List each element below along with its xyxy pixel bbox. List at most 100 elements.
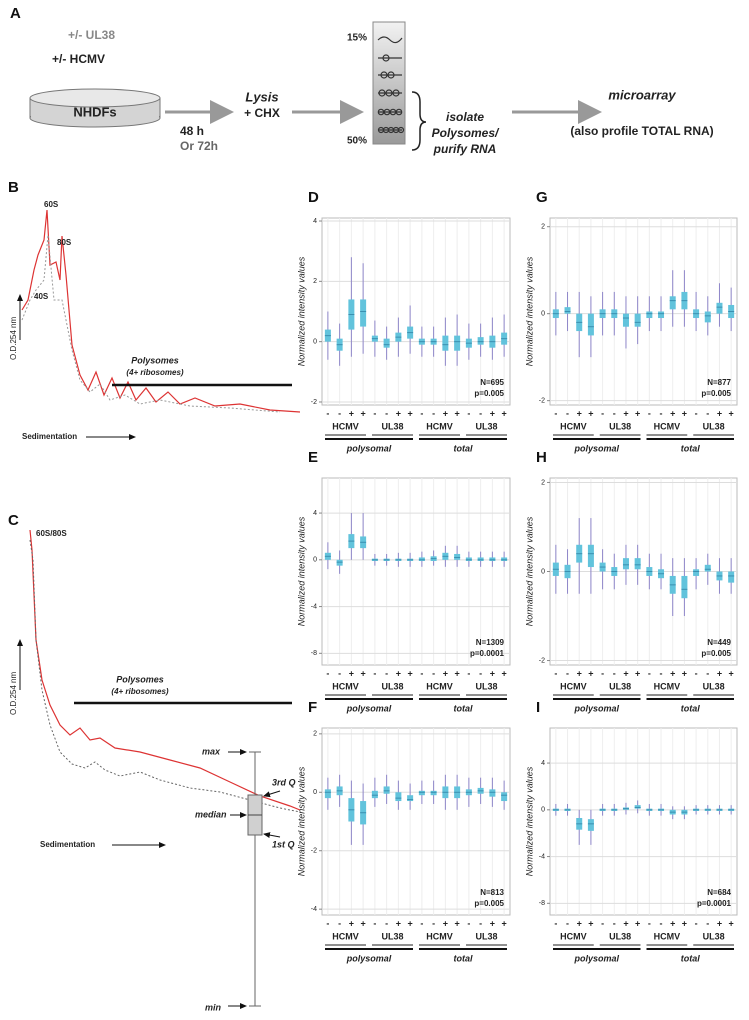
sample-sign: -: [432, 918, 435, 928]
sample-sign: +: [454, 668, 459, 678]
stat-annotation: N=877: [707, 378, 731, 387]
profile-curve: [29, 539, 301, 813]
section-label: total: [454, 703, 473, 713]
panel-label: D: [308, 189, 319, 206]
section-label: polysomal: [573, 443, 619, 453]
sample-sign: -: [706, 668, 709, 678]
y-tick-label: -2: [311, 399, 317, 406]
sample-sign: +: [729, 918, 734, 928]
box: [430, 790, 437, 796]
box: [587, 544, 594, 568]
sample-sign: -: [554, 408, 557, 418]
stat-annotation: N=684: [707, 888, 731, 897]
y-tick-label: -2: [539, 397, 545, 404]
sample-sign: -: [338, 668, 341, 678]
polysomes-label: (4+ ribosomes): [111, 687, 168, 696]
box: [454, 335, 461, 351]
y-tick-label: 4: [541, 760, 545, 767]
sample-sign: -: [554, 918, 557, 928]
stat-annotation: p=0.0001: [697, 899, 732, 908]
group-label: HCMV: [654, 681, 681, 691]
sample-sign: +: [682, 408, 687, 418]
total-label: (also profile TOTAL RNA): [570, 124, 713, 138]
sample-sign: -: [420, 408, 423, 418]
sample-sign: +: [577, 918, 582, 928]
sample-sign: +: [682, 668, 687, 678]
group-label: UL38: [381, 681, 403, 691]
box: [418, 557, 425, 561]
sample-sign: -: [467, 918, 470, 928]
y-tick-label: -4: [539, 853, 545, 860]
group-label: UL38: [381, 421, 403, 431]
y-axis-label: Normalized intensity values: [296, 516, 306, 626]
stat-annotation: N=1309: [476, 638, 505, 647]
polysomes-label: Polysomes: [116, 674, 164, 684]
sample-sign: +: [717, 408, 722, 418]
panel-label: G: [536, 189, 548, 206]
sample-sign: -: [385, 918, 388, 928]
box: [371, 790, 378, 799]
sample-sign: +: [635, 918, 640, 928]
sample-sign: +: [396, 668, 401, 678]
sample-sign: +: [717, 918, 722, 928]
profile-curve: [29, 529, 301, 811]
stat-annotation: p=0.005: [701, 649, 731, 658]
sample-sign: +: [623, 918, 628, 928]
section-label: polysomal: [573, 953, 619, 963]
y-axis-label: O.D.254 nm: [9, 672, 18, 715]
sample-sign: +: [407, 668, 412, 678]
sample-sign: -: [385, 668, 388, 678]
stat-annotation: p=0.005: [474, 899, 504, 908]
box: [634, 313, 641, 327]
panel-label: I: [536, 699, 540, 716]
sample-sign: -: [695, 408, 698, 418]
sample-sign: -: [432, 408, 435, 418]
section-label: polysomal: [573, 703, 619, 713]
section-label: total: [681, 443, 700, 453]
sample-sign: -: [373, 918, 376, 928]
section-label: total: [454, 443, 473, 453]
profile-curve: [21, 209, 301, 413]
box: [477, 557, 484, 561]
sample-sign: +: [501, 918, 506, 928]
time-label: Or 72h: [180, 139, 218, 153]
group-label: UL38: [703, 931, 725, 941]
legend-arrow: [263, 832, 281, 839]
box: [407, 795, 414, 802]
peak-label: 60S/80S: [36, 529, 67, 538]
panel-label: B: [8, 179, 19, 196]
sample-sign: +: [501, 668, 506, 678]
sample-sign: -: [613, 918, 616, 928]
box: [324, 789, 331, 799]
legend-arrow: [263, 790, 281, 798]
legend-label: min: [205, 1002, 222, 1012]
sample-sign: +: [670, 668, 675, 678]
sample-sign: -: [326, 918, 329, 928]
y-tick-label: -4: [311, 603, 317, 610]
group-label: UL38: [475, 681, 497, 691]
y-tick-label: 0: [313, 789, 317, 796]
box: [681, 575, 688, 599]
section-label: total: [681, 703, 700, 713]
gradient-tube: [372, 21, 406, 145]
y-tick-label: -2: [311, 848, 317, 855]
box: [587, 819, 594, 831]
box: [669, 296, 676, 310]
group-label: UL38: [609, 931, 631, 941]
panel-c: C 60S/80S O.D.254 nm Polysomes (4+ ribos…: [8, 512, 301, 849]
sample-sign: -: [467, 408, 470, 418]
sample-sign: -: [648, 668, 651, 678]
percent-label: 15%: [347, 33, 367, 44]
panel-b: B 60S 80S 40S O.D.254 nm Polysomes (4+ r…: [8, 179, 301, 441]
step-label: purify RNA: [433, 142, 497, 156]
group-label: UL38: [475, 421, 497, 431]
legend-label: max: [202, 746, 221, 756]
sample-sign: +: [490, 918, 495, 928]
panel-label: H: [536, 449, 547, 466]
group-label: HCMV: [332, 931, 359, 941]
sample-sign: -: [695, 668, 698, 678]
y-tick-label: 0: [541, 807, 545, 814]
sample-sign: +: [396, 408, 401, 418]
plot-frame: [321, 477, 511, 666]
group-label: HCMV: [426, 421, 453, 431]
